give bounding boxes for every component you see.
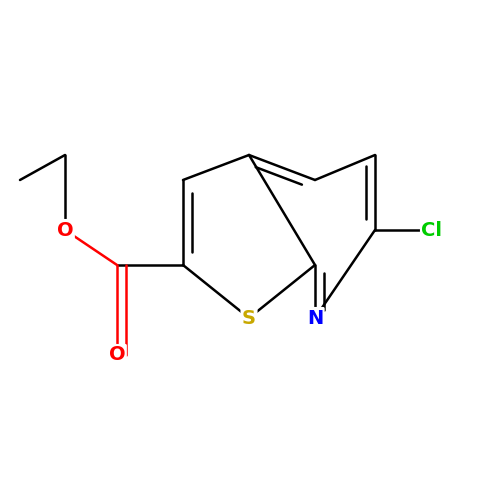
Text: N: N: [307, 308, 323, 328]
Text: Cl: Cl: [422, 220, 443, 240]
Text: O: O: [57, 220, 73, 240]
Text: S: S: [242, 308, 256, 328]
Text: O: O: [109, 345, 125, 365]
